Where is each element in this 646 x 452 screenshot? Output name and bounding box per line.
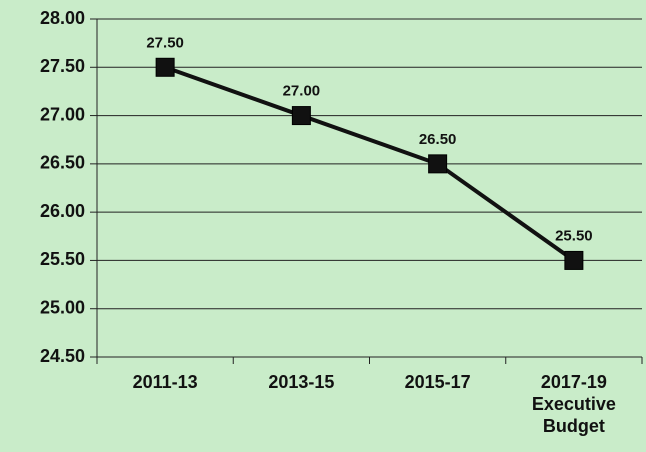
y-tick-label: 27.00 <box>40 104 85 124</box>
data-label: 27.50 <box>146 34 184 51</box>
y-tick-label: 25.50 <box>40 249 85 269</box>
data-line <box>164 65 576 263</box>
data-point <box>291 106 311 126</box>
y-tick-label: 27.50 <box>40 56 85 76</box>
x-tick-label: 2013-15 <box>268 372 335 392</box>
data-point <box>564 250 584 270</box>
y-tick-label: 26.50 <box>40 153 85 173</box>
x-tick-label: 2011-13 <box>132 372 198 392</box>
data-point <box>428 154 448 174</box>
x-tick-label: 2015-17 <box>404 372 471 392</box>
x-tick-label: 2017-19 Executive Budget <box>531 372 616 436</box>
data-label: 26.50 <box>419 131 457 148</box>
data-point <box>155 57 175 77</box>
y-tick-label: 28.00 <box>40 8 85 28</box>
y-tick-label: 26.00 <box>40 201 85 221</box>
y-tick-label: 24.50 <box>40 346 85 366</box>
data-label: 25.50 <box>555 227 593 244</box>
y-tick-label: 25.00 <box>40 297 85 317</box>
data-label: 27.00 <box>283 83 321 100</box>
